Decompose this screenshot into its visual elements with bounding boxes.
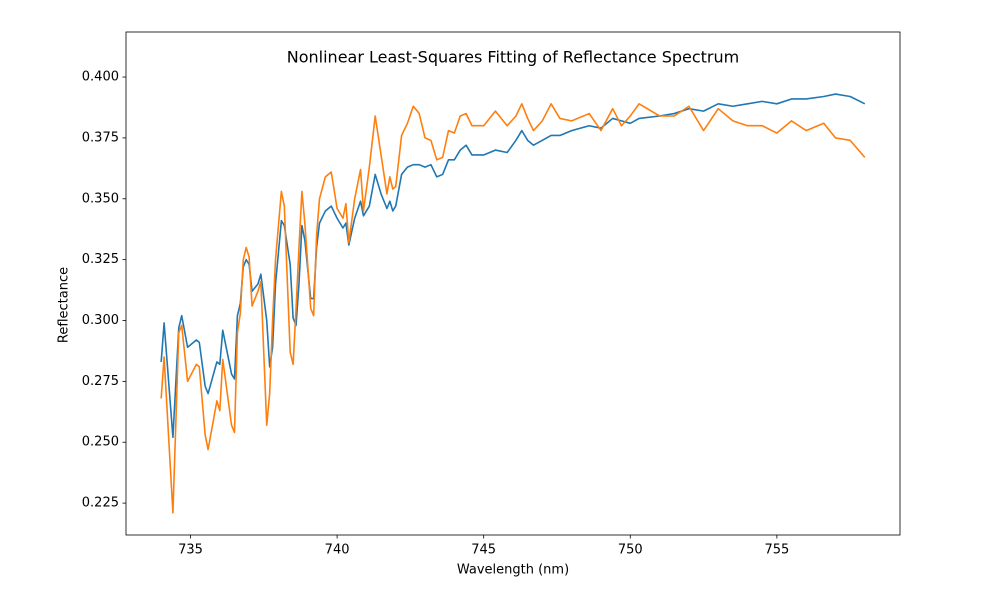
- plot-frame: [125, 31, 901, 536]
- x-tick-label: 735: [178, 543, 203, 558]
- x-tick-label: 750: [618, 543, 643, 558]
- chart-title: Nonlinear Least-Squares Fitting of Refle…: [287, 48, 739, 67]
- y-tick-label: 0.400: [82, 70, 119, 85]
- y-axis-label: Reflectance: [57, 267, 72, 343]
- x-tick-label: 755: [764, 543, 789, 558]
- x-tick-label: 745: [471, 543, 496, 558]
- y-tick-label: 0.325: [82, 252, 119, 267]
- line-series: [160, 93, 866, 439]
- y-tick-label: 0.300: [82, 313, 119, 328]
- y-tick-label: 0.250: [82, 435, 119, 450]
- line-series: [160, 103, 866, 514]
- y-tick-label: 0.275: [82, 374, 119, 389]
- y-tick-label: 0.375: [82, 130, 119, 145]
- y-tick-label: 0.350: [82, 191, 119, 206]
- y-tick-label: 0.225: [82, 496, 119, 511]
- x-axis-label: Wavelength (nm): [457, 563, 569, 578]
- x-tick-label: 740: [325, 543, 350, 558]
